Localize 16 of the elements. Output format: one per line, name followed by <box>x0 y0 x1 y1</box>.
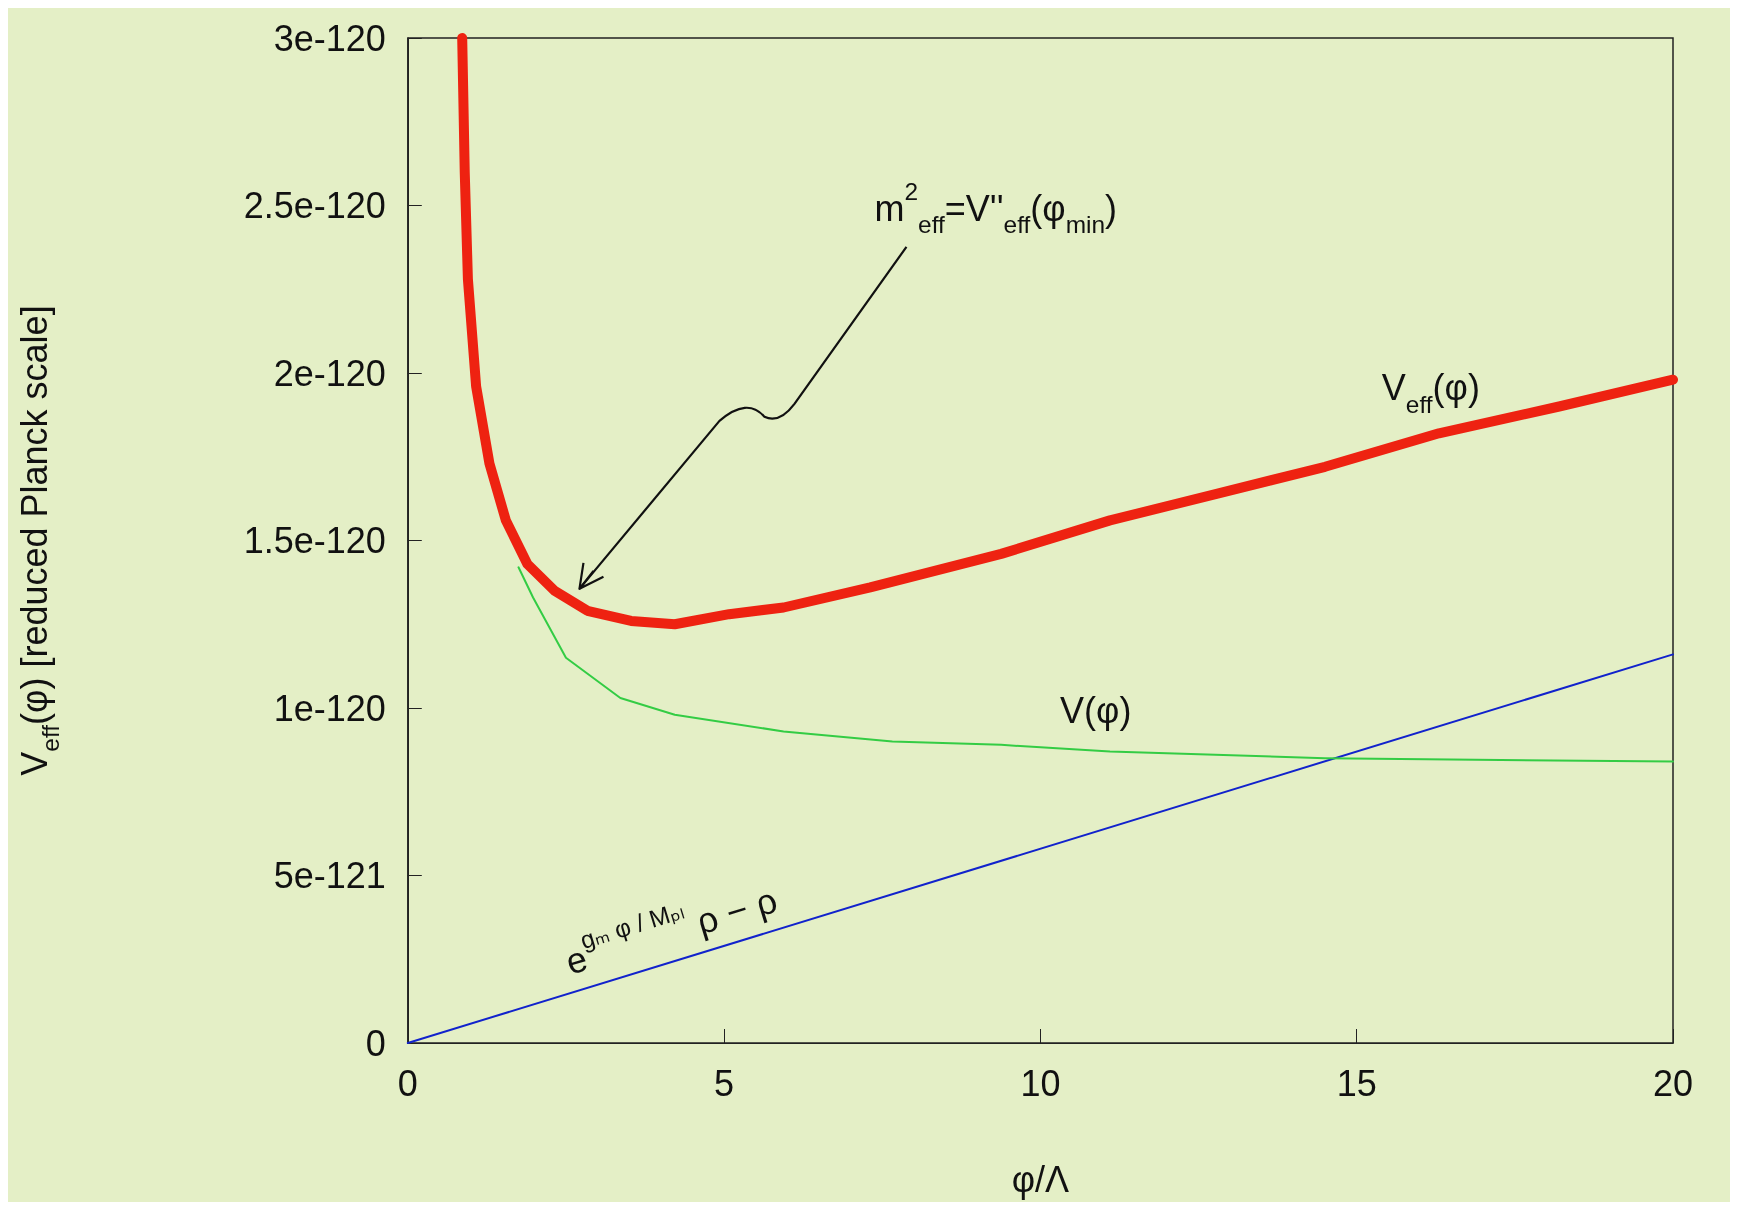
x-axis-title: φ/Λ <box>1011 1158 1070 1200</box>
y-tick-label: 3e-120 <box>273 17 386 59</box>
series-label: V(φ) <box>1060 690 1132 732</box>
y-tick-label: 1.5e-120 <box>243 520 386 561</box>
y-tick-label: 0 <box>365 1022 386 1064</box>
y-tick-label: 5e-121 <box>273 855 386 896</box>
x-tick-label: 15 <box>1336 1062 1377 1104</box>
x-tick-label: 10 <box>1020 1062 1061 1104</box>
text: egₘ φ / Mₚₗ ρ − ρ <box>560 879 783 983</box>
x-tick-label: 0 <box>397 1062 418 1104</box>
x-tick-label: 5 <box>714 1062 735 1104</box>
x-tick-label: 20 <box>1652 1062 1694 1104</box>
y-tick-label: 2e-120 <box>273 352 386 394</box>
y-tick-label: 1e-120 <box>273 687 386 729</box>
y-axis-title: Veff(φ) [reduced Planck scale] <box>13 305 65 776</box>
y-tick-label: 2.5e-120 <box>243 185 386 226</box>
